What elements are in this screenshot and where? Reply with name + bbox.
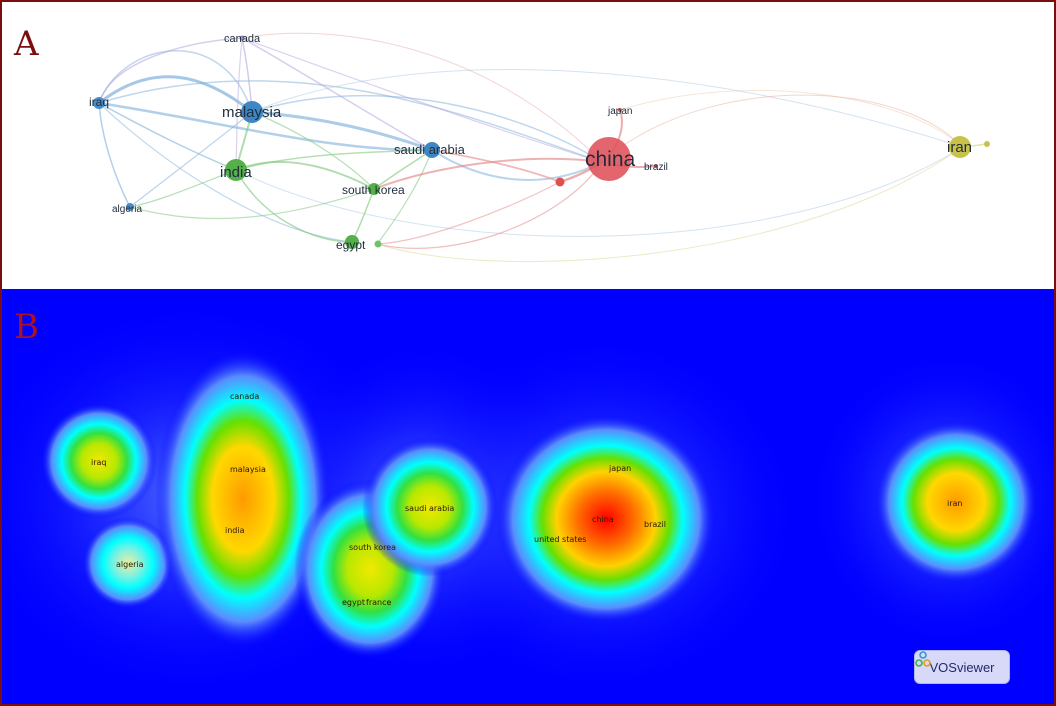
link-iraq-china	[98, 80, 603, 163]
node-brazil[interactable]	[654, 164, 658, 168]
network-nodes	[93, 35, 990, 249]
label-malaysia: malaysia	[222, 104, 282, 121]
link-china-canada	[241, 32, 603, 163]
panel-b-density-map: canada iraq malaysia india algeria saudi…	[2, 289, 1054, 704]
link-iraq-saudi-arabia	[97, 101, 434, 152]
label-brazil: brazil	[644, 162, 668, 173]
link-iraq-india	[98, 102, 237, 171]
heat-label-canada: canada	[230, 392, 259, 401]
link-malaysia-algeria	[129, 111, 253, 208]
link-china-south-korea	[373, 157, 603, 190]
link-china-iran	[613, 94, 963, 153]
node-canada[interactable]	[239, 35, 245, 41]
blob-iraq	[41, 403, 157, 519]
link-india-algeria	[129, 169, 237, 208]
blob-algeria	[82, 517, 174, 609]
heat-label-malaysia: malaysia	[230, 465, 266, 474]
label-saudi-arabia: saudi arabia	[394, 142, 466, 157]
link-iraq-algeria	[98, 102, 131, 208]
label-china: china	[585, 148, 636, 171]
vosviewer-badge[interactable]: VOSviewer	[914, 650, 1010, 684]
network-labels: canada iraq malaysia india algeria saudi…	[89, 33, 972, 252]
panel-a-letter: A	[14, 24, 39, 64]
link-iraq-egypt	[98, 102, 353, 243]
node-india[interactable]	[225, 159, 247, 181]
link-unnamed-saudi	[431, 149, 561, 183]
label-japan: japan	[607, 106, 632, 117]
link-canada-china	[241, 37, 603, 163]
heat-label-saudi-arabia: saudi arabia	[405, 504, 454, 513]
link-egypt-china	[376, 161, 603, 249]
label-iraq: iraq	[89, 95, 109, 109]
link-egypt-saudi	[376, 149, 433, 245]
link-malaysia-china	[251, 94, 603, 163]
node-egypt-secondary[interactable]	[374, 240, 382, 248]
heat-label-iran: iran	[947, 499, 962, 508]
link-saudi-china	[431, 149, 603, 181]
heat-label-india: india	[225, 526, 245, 535]
link-canada-iraq	[98, 37, 243, 104]
heat-label-algeria: algeria	[116, 560, 144, 569]
link-unnamed-egypt	[376, 181, 561, 245]
panel-a-network-map: A	[2, 2, 1054, 289]
node-unnamed-red[interactable]	[555, 177, 565, 187]
link-canada-india	[235, 37, 243, 171]
label-canada: canada	[224, 33, 261, 45]
link-india-saudi	[235, 149, 433, 171]
density-blobs	[41, 349, 1038, 659]
label-south-korea: south korea	[342, 183, 405, 197]
link-japan-iran	[619, 89, 963, 148]
heat-label-iraq: iraq	[91, 458, 107, 467]
blob-iran	[874, 420, 1038, 584]
node-iran[interactable]	[949, 136, 971, 158]
node-iran-small[interactable]	[984, 141, 990, 147]
network-svg: canada iraq malaysia india algeria saudi…	[89, 32, 990, 263]
node-algeria[interactable]	[126, 203, 134, 211]
node-saudi-arabia[interactable]	[424, 142, 440, 158]
blob-china	[496, 414, 716, 624]
link-india-south-korea	[235, 161, 375, 190]
link-india-egypt	[235, 169, 353, 243]
heat-label-united-states: united states	[534, 535, 586, 544]
heat-label-japan: japan	[608, 464, 631, 473]
heat-label-france: france	[366, 598, 391, 607]
heat-label-china: china	[592, 515, 614, 524]
heat-label-south-korea: south korea	[349, 543, 396, 552]
blob-malaysia-india	[155, 349, 331, 649]
panel-b-letter: B	[14, 307, 39, 347]
density-labels: canada iraq malaysia india algeria saudi…	[91, 392, 962, 607]
vosviewer-badge-text: VOSviewer	[929, 659, 995, 675]
link-malaysia-iran	[251, 69, 963, 148]
node-iraq[interactable]	[93, 97, 105, 109]
node-egypt[interactable]	[345, 235, 359, 249]
link-iran-egypt	[376, 146, 963, 263]
density-svg: canada iraq malaysia india algeria saudi…	[2, 299, 1054, 699]
link-malaysia-south-korea	[251, 111, 375, 190]
blob-saudi-arabia	[362, 437, 498, 577]
link-iraq-malaysia	[97, 75, 254, 114]
label-egypt: egypt	[336, 238, 366, 252]
heat-label-brazil: brazil	[644, 520, 666, 529]
label-iran: iran	[947, 139, 972, 156]
node-japan[interactable]	[618, 108, 622, 112]
node-china[interactable]	[587, 137, 631, 181]
node-malaysia[interactable]	[241, 101, 263, 123]
link-malaysia-saudi-arabia	[250, 110, 434, 152]
vosviewer-logo-icon	[915, 651, 931, 667]
heat-label-egypt: egypt	[342, 598, 365, 607]
node-south-korea[interactable]	[368, 183, 380, 195]
label-india: india	[220, 164, 252, 181]
link-canada-saudi	[241, 37, 433, 151]
label-algeria: algeria	[112, 204, 142, 215]
link-algeria-south-korea	[129, 188, 375, 220]
network-links	[97, 32, 987, 263]
